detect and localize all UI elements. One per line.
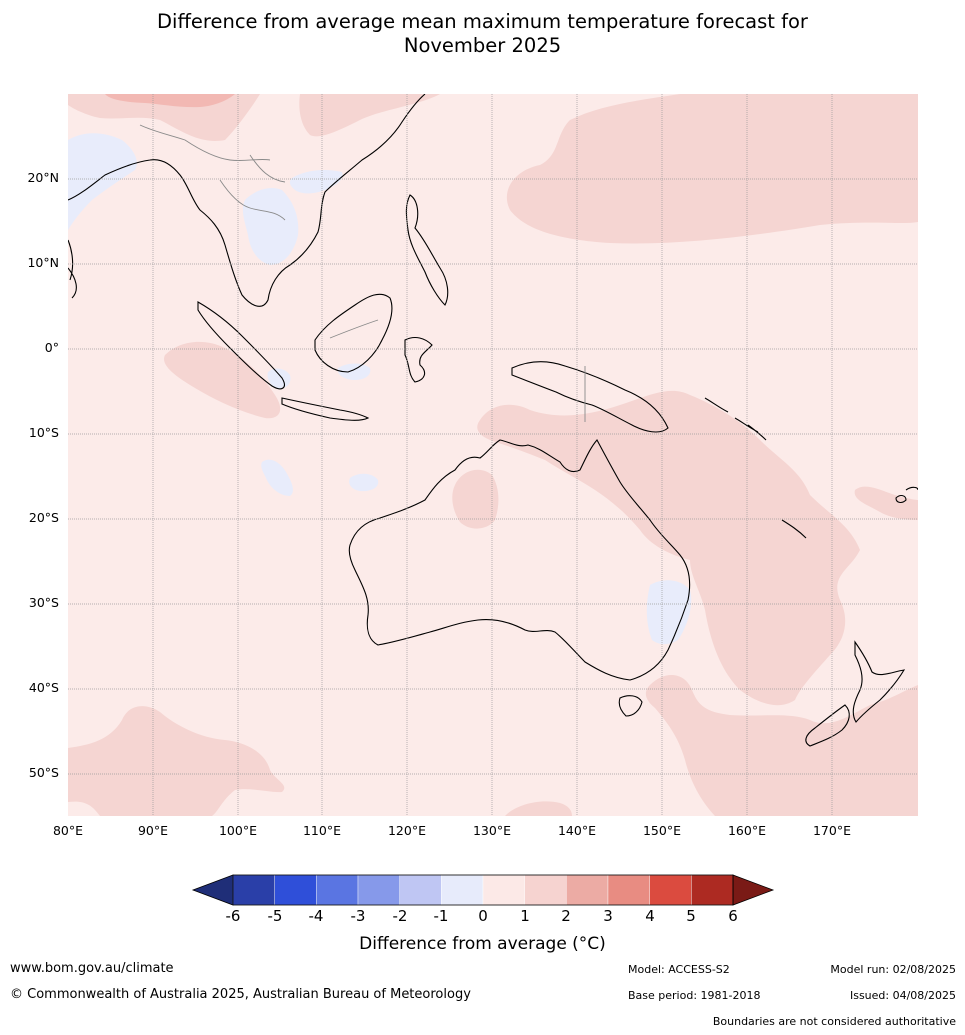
lat-label-40s: 40°S: [28, 680, 59, 695]
lat-label-30s: 30°S: [28, 595, 59, 610]
coastline-sulawesi: [404, 336, 433, 383]
coastlines: [68, 94, 918, 747]
colorbar-tick: -5: [267, 907, 283, 925]
map-title: Difference from average mean maximum tem…: [0, 10, 965, 58]
colorbar-segment: [649, 874, 692, 906]
lon-label-140e: 140°E: [557, 823, 596, 838]
colorbar-segment: [524, 874, 567, 906]
colorbar-segment: [441, 874, 484, 906]
colorbar-tick: 1: [520, 907, 530, 925]
colorbar-segment: [274, 874, 317, 906]
warm-anomaly-himalaya: [68, 94, 260, 141]
colorbar-segment: [399, 874, 442, 906]
coastline-india-east: [68, 239, 77, 299]
coastline-borneo: [314, 293, 393, 373]
boundaries-disclaimer: Boundaries are not considered authoritat…: [712, 1015, 956, 1028]
colorbar-tick: -4: [308, 907, 324, 925]
warm-anomaly-north-pacific: [506, 94, 918, 244]
coastline-tasmania: [618, 695, 643, 717]
colorbar-tick: 3: [603, 907, 613, 925]
colorbar-segment: [316, 874, 359, 906]
graticule: [68, 94, 918, 816]
coastline-fiji: [895, 486, 918, 503]
colorbar-frame: [232, 874, 734, 906]
lon-label-120e: 120°E: [387, 823, 426, 838]
cool-anomaly-celebes: [337, 363, 371, 380]
colorbar-tick: 2: [561, 907, 571, 925]
coastline-new-caledonia: [781, 519, 807, 539]
colorbar: [191, 874, 775, 906]
lon-label-170e: 170°E: [812, 823, 851, 838]
coastline-new-zealand-south: [805, 704, 850, 747]
base-period: Base period: 1981-2018: [628, 989, 761, 1002]
strong-warm-anomaly-tibet: [105, 94, 235, 108]
lon-label-110e: 110°E: [302, 823, 341, 838]
warm-anomaly-north-coast: [299, 94, 440, 137]
lon-label-100e: 100°E: [218, 823, 257, 838]
colorbar-segments: [232, 874, 734, 906]
colorbar-tick: 5: [686, 907, 696, 925]
cool-anomaly-indian-ocean-1: [261, 459, 293, 496]
colorbar-tick: -2: [392, 907, 408, 925]
colorbar-tick: 6: [728, 907, 738, 925]
colorbar-tick: 4: [645, 907, 655, 925]
warm-anomaly-fiji: [854, 486, 918, 520]
colorbar-tick: -6: [225, 907, 241, 925]
cool-anomaly-east-australia: [646, 580, 692, 645]
colorbar-segment: [232, 874, 275, 906]
colorbar-segment: [607, 874, 650, 906]
lon-label-160e: 160°E: [727, 823, 766, 838]
cool-anomaly-indian-ocean-2: [349, 473, 379, 492]
colorbar-low-extend: [191, 874, 234, 906]
warm-anomaly-kimberley: [452, 469, 499, 529]
coastline-philippines: [405, 194, 449, 306]
lat-label-20n: 20°N: [27, 170, 59, 185]
colorbar-tick: -1: [433, 907, 449, 925]
coastline-asia-mainland: [68, 94, 426, 307]
lat-label-10s: 10°S: [28, 425, 59, 440]
colorbar-tick: -3: [350, 907, 366, 925]
coastline-solomon-islands: [704, 397, 767, 441]
lat-label-50s: 50°S: [28, 765, 59, 780]
model-run-date: Model run: 02/08/2025: [830, 963, 956, 976]
coastline-new-zealand-north: [852, 640, 906, 723]
copyright-notice: © Commonwealth of Australia 2025, Austra…: [10, 987, 471, 1002]
coastline-java: [281, 397, 370, 421]
lon-label-90e: 90°E: [137, 823, 169, 838]
model-name: Model: ACCESS-S2: [628, 963, 730, 976]
warm-anomaly-tasman: [645, 674, 918, 816]
lat-label-10n: 10°N: [27, 255, 59, 270]
warm-anomaly-sumatra-west: [164, 341, 281, 419]
colorbar-segment: [482, 874, 525, 906]
national-boundaries: [139, 124, 586, 422]
colorbar-label: Difference from average (°C): [359, 934, 606, 954]
warm-anomaly-northern-australia: [477, 390, 860, 706]
colorbar-segment: [691, 874, 734, 906]
colorbar-segment: [357, 874, 400, 906]
warm-anomaly-southern-ocean-small: [505, 801, 572, 816]
lat-label-20s: 20°S: [28, 510, 59, 525]
colorbar-segment: [566, 874, 609, 906]
cool-anomaly-thailand: [242, 188, 299, 265]
lat-label-0: 0°: [44, 340, 59, 355]
coastline-new-guinea: [511, 361, 669, 433]
title-line-2: November 2025: [403, 34, 562, 57]
issued-date: Issued: 04/08/2025: [849, 989, 956, 1002]
coastline-australia: [348, 439, 691, 681]
title-line-1: Difference from average mean maximum tem…: [157, 10, 808, 33]
warm-anomaly-south-indian-ocean: [68, 706, 285, 816]
lon-label-80e: 80°E: [52, 823, 84, 838]
lon-label-150e: 150°E: [642, 823, 681, 838]
website-link[interactable]: www.bom.gov.au/climate: [10, 961, 174, 976]
cool-anomaly-bay-of-bengal: [68, 133, 137, 230]
colorbar-high-extend: [732, 874, 775, 906]
lon-label-130e: 130°E: [472, 823, 511, 838]
colorbar-tick: 0: [478, 907, 488, 925]
coastline-sumatra: [197, 301, 285, 390]
